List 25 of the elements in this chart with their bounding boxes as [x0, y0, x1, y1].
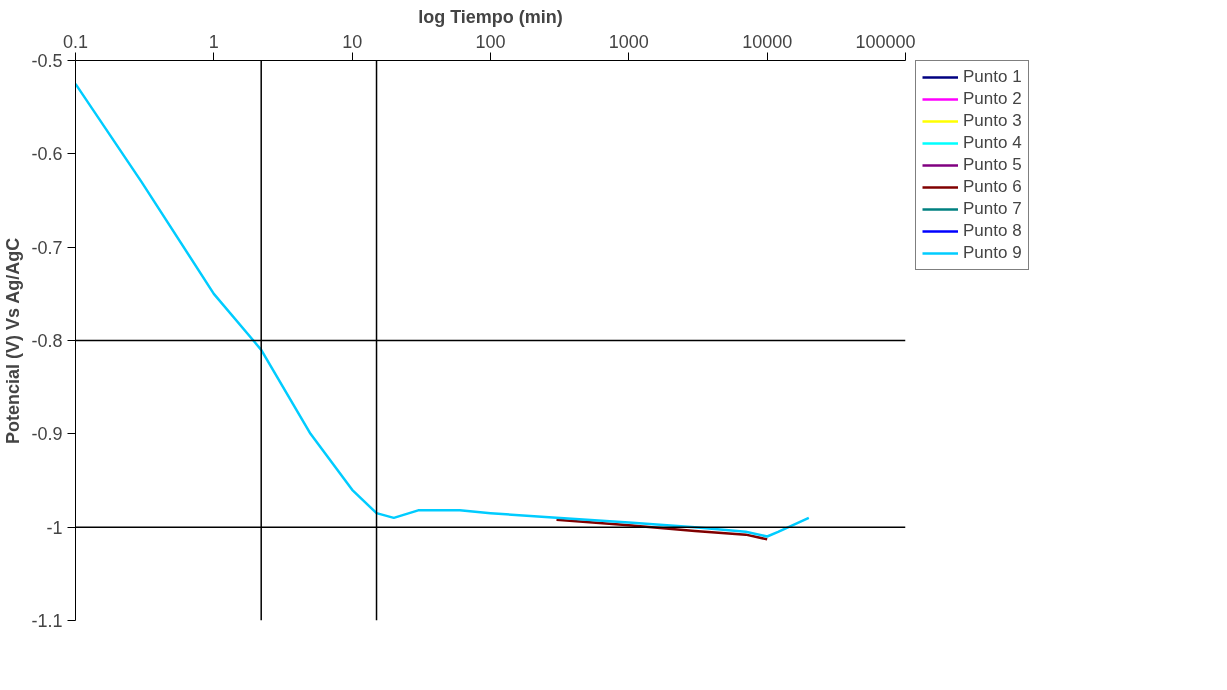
legend-label: Punto 6: [963, 177, 1022, 197]
legend-label: Punto 5: [963, 155, 1022, 175]
legend-label: Punto 2: [963, 89, 1022, 109]
y-tick-label: -0.8: [31, 331, 63, 351]
y-tick-label: -0.6: [31, 144, 63, 165]
legend-label: Punto 9: [963, 243, 1022, 263]
legend-label: Punto 3: [963, 111, 1022, 131]
y-tick-label: -1: [46, 517, 63, 538]
y-tick-label: -0.9: [31, 424, 63, 445]
x-tick-label: 1000: [608, 31, 649, 52]
legend-label: Punto 7: [963, 199, 1022, 219]
x-tick-label: 100000: [855, 31, 916, 52]
x-tick-label: 10000: [742, 31, 793, 52]
x-tick-label: 0.1: [62, 31, 89, 52]
y-axis-title: Potencial (V) Vs Ag/AgC: [3, 237, 24, 445]
x-axis-title: log Tiempo (min): [418, 6, 563, 27]
legend-label: Punto 4: [963, 133, 1022, 153]
x-tick-label: 10: [342, 31, 363, 52]
y-tick-label: -0.7: [31, 237, 63, 258]
y-tick-label: -1.1: [31, 611, 63, 631]
x-tick-label: 1: [208, 31, 219, 52]
y-tick-label: -0.5: [31, 51, 63, 71]
legend-label: Punto 1: [963, 67, 1022, 87]
x-tick-label: 100: [475, 31, 506, 52]
legend-label: Punto 8: [963, 221, 1022, 241]
